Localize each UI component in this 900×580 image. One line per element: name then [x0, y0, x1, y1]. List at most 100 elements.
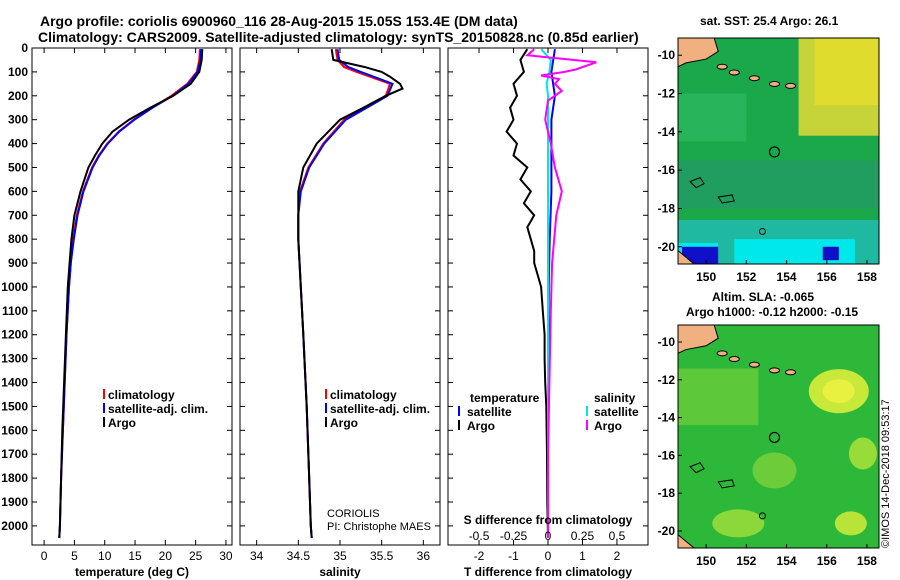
lon-tick-label: 150: [696, 554, 716, 568]
argo-position-marker: [768, 431, 781, 444]
lat-tick-label: -16: [658, 448, 676, 462]
plot-title-line2: Climatology: CARS2009. Satellite-adjuste…: [38, 29, 639, 45]
legend-title-temperature: temperature: [470, 391, 540, 405]
x-tick-label: 15: [128, 549, 142, 563]
top-tick-label: -0.5: [469, 529, 490, 543]
lon-tick-label: 150: [696, 270, 716, 284]
x-axis-label: salinity: [319, 565, 361, 579]
depth-tick-label: 100: [8, 65, 28, 79]
depth-tick-label: 700: [8, 208, 28, 222]
sla-high: [822, 379, 855, 404]
series-line-satellite-adj-clim-: [297, 49, 394, 538]
x-tick-label: 0: [545, 549, 552, 563]
top-axis-label: S difference from climatology: [464, 513, 633, 527]
depth-tick-label: 1100: [2, 304, 28, 318]
series-line-salinity-argo: [524, 48, 597, 538]
land-island: [716, 63, 728, 70]
x-tick-label: 34: [250, 549, 264, 563]
land-island: [748, 361, 760, 368]
sst-map-title: sat. SST: 25.4 Argo: 26.1: [700, 14, 839, 28]
sla-map-background: [678, 325, 879, 548]
land-island: [768, 367, 780, 374]
lat-tick-label: -10: [658, 48, 676, 62]
x-tick-label: 10: [98, 549, 112, 563]
lon-tick-label: 154: [777, 554, 797, 568]
credit-line2: PI: Christophe MAES: [327, 521, 431, 533]
legend-label: satellite-adj. clim.: [330, 402, 430, 416]
x-axis-label: T difference from climatology: [464, 565, 632, 579]
top-tick-label: -0.25: [500, 529, 528, 543]
argo-height-title: Argo h1000: -0.12 h2000: -0.15: [686, 305, 859, 319]
lat-tick-label: -12: [658, 373, 676, 387]
legend-label: Argo: [108, 416, 136, 430]
sla-mid: [848, 437, 877, 470]
depth-tick-label: 1700: [1, 447, 28, 461]
legend-label: climatology: [330, 388, 397, 402]
land-island: [768, 80, 780, 87]
depth-tick-label: 1600: [1, 423, 28, 437]
depth-tick-label: 600: [8, 184, 28, 198]
depth-tick-label: 400: [8, 137, 28, 151]
legend-label: Argo: [330, 416, 358, 430]
x-tick-label: 1: [579, 549, 586, 563]
legend-label: Argo: [594, 419, 622, 433]
depth-tick-label: 1500: [1, 399, 28, 413]
lon-tick-label: 158: [857, 270, 877, 284]
series-line-satellite-adj-clim-: [58, 49, 203, 538]
x-tick-label: 36: [417, 549, 431, 563]
x-tick-label: 35: [333, 549, 347, 563]
series-line-argo: [297, 49, 404, 538]
x-tick-label: 2: [614, 549, 621, 563]
lon-tick-label: 158: [857, 554, 877, 568]
sla-map-frame: [677, 324, 880, 549]
credit-line1: CORIOLIS: [327, 508, 380, 520]
lon-tick-label: 152: [736, 554, 756, 568]
depth-tick-label: 1900: [1, 495, 28, 509]
depth-tick-label: 2000: [1, 519, 28, 533]
reef-outline: [689, 462, 735, 489]
land-island: [785, 369, 797, 376]
legend-label: satellite: [467, 405, 512, 419]
cold-region: [822, 246, 839, 261]
x-tick-label: 0: [41, 549, 48, 563]
lat-tick-label: -14: [658, 411, 676, 425]
lon-tick-label: 156: [817, 554, 837, 568]
sla-map-title: Altim. SLA: -0.065: [712, 290, 815, 304]
ocean-band: [678, 93, 747, 142]
lat-tick-label: -16: [658, 163, 676, 177]
lat-tick-label: -14: [658, 125, 676, 139]
depth-tick-label: 1300: [1, 352, 28, 366]
x-tick-label: 25: [189, 549, 203, 563]
lat-tick-label: -10: [658, 335, 676, 349]
legend-label: Argo: [467, 419, 495, 433]
x-tick-label: -2: [474, 549, 485, 563]
series-line-temperature-argo: [505, 48, 549, 538]
depth-tick-label: 500: [8, 160, 28, 174]
lon-tick-label: 152: [736, 270, 756, 284]
sla-region: [678, 368, 759, 426]
top-tick-label: 0.25: [571, 529, 595, 543]
depth-tick-label: 200: [8, 89, 28, 103]
x-tick-label: 35.5: [370, 549, 394, 563]
legend-label: climatology: [108, 388, 175, 402]
lat-tick-label: -12: [658, 87, 676, 101]
legend-label: satellite: [594, 405, 639, 419]
depth-tick-label: 900: [8, 256, 28, 270]
land-island: [748, 75, 760, 82]
depth-tick-label: 1200: [1, 328, 28, 342]
reef-outline: [758, 512, 766, 520]
lat-tick-label: -20: [658, 524, 676, 538]
sst-map: [677, 37, 880, 265]
cold-region: [682, 246, 719, 264]
sla-mid: [752, 452, 797, 489]
x-tick-label: 20: [159, 549, 173, 563]
ocean-band: [678, 160, 879, 209]
argo-position-marker: [768, 146, 781, 158]
x-tick-label: -1: [508, 549, 519, 563]
sst-map-frame: [677, 37, 880, 265]
depth-tick-label: 0: [21, 41, 28, 55]
panel-frame: [31, 47, 233, 546]
warm-region: [814, 38, 879, 106]
lon-tick-label: 154: [777, 270, 797, 284]
